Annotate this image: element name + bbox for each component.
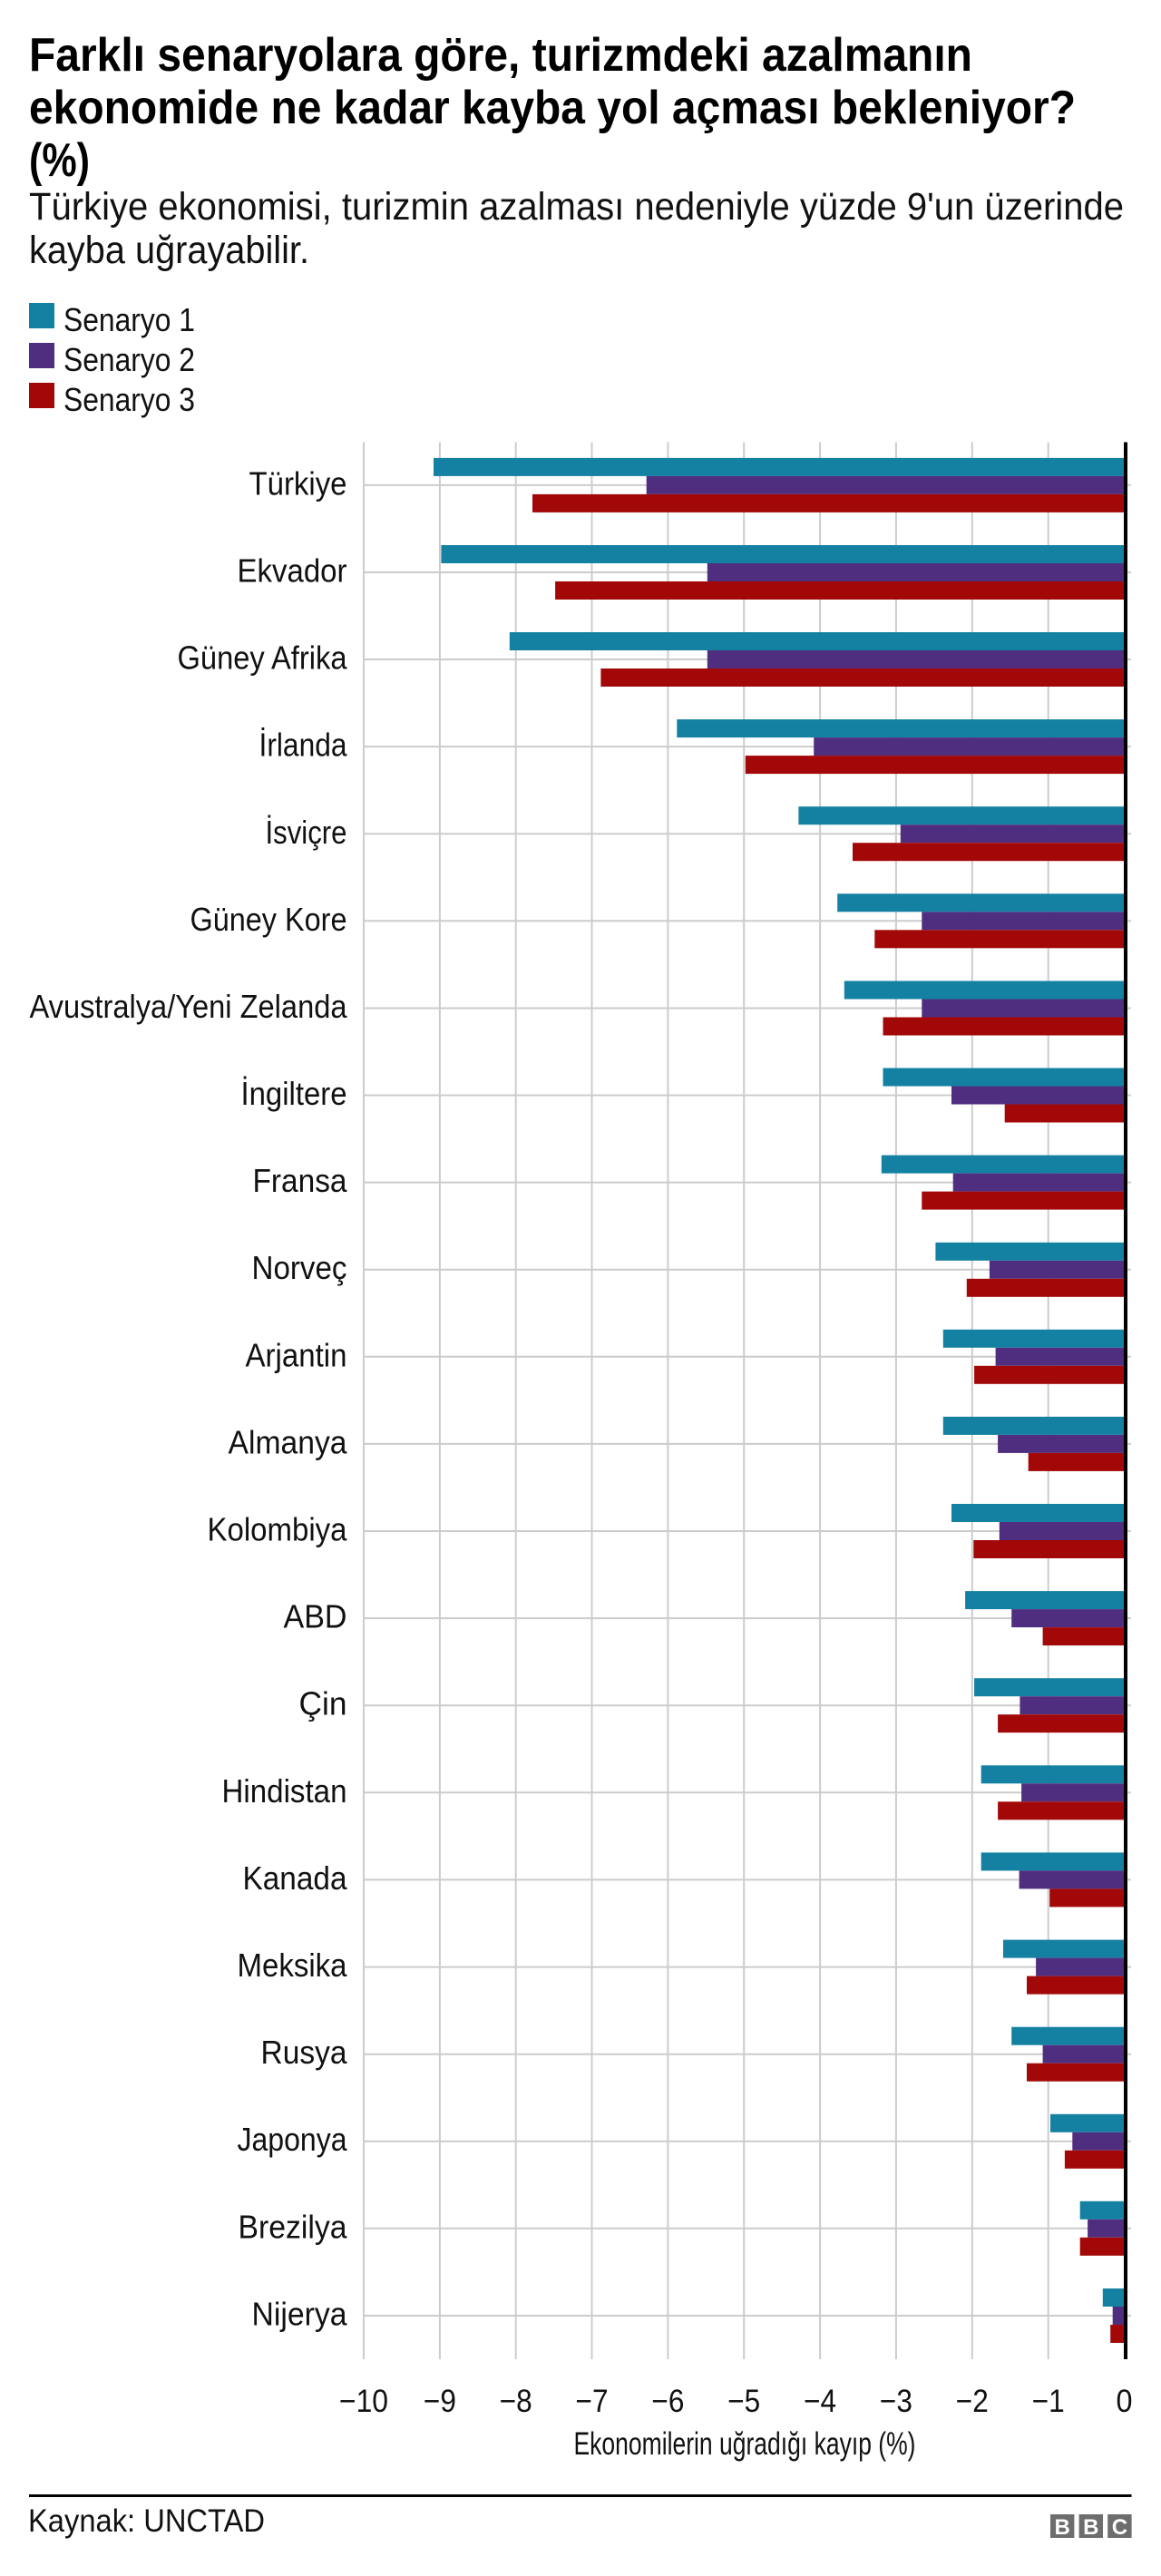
svg-text:Meksika: Meksika — [238, 1947, 348, 1984]
svg-text:Farklı senaryolara göre, turiz: Farklı senaryolara göre, turizmdeki azal… — [29, 29, 972, 82]
svg-text:C: C — [1112, 2515, 1127, 2540]
svg-text:−6: −6 — [651, 2384, 684, 2419]
svg-text:−1: −1 — [1032, 2384, 1065, 2419]
svg-text:Türkiye: Türkiye — [249, 464, 347, 502]
svg-text:Nijerya: Nijerya — [252, 2296, 348, 2333]
svg-text:Japonya: Japonya — [238, 2121, 348, 2158]
svg-text:Türkiye ekonomisi, turizmin az: Türkiye ekonomisi, turizmin azalması ned… — [29, 185, 1124, 229]
svg-text:İrlanda: İrlanda — [259, 727, 348, 764]
svg-text:−3: −3 — [880, 2384, 912, 2419]
svg-text:kayba uğrayabilir.: kayba uğrayabilir. — [29, 229, 309, 272]
svg-text:Norveç: Norveç — [252, 1249, 347, 1286]
svg-text:Hindistan: Hindistan — [222, 1772, 347, 1810]
svg-text:−8: −8 — [500, 2384, 532, 2419]
svg-text:Senaryo 3: Senaryo 3 — [63, 381, 195, 418]
svg-text:B: B — [1083, 2515, 1098, 2540]
svg-text:Ekonomilerin uğradığı kayıp (%: Ekonomilerin uğradığı kayıp (%) — [574, 2426, 916, 2462]
svg-text:−7: −7 — [576, 2384, 609, 2419]
svg-text:Senaryo 1: Senaryo 1 — [63, 301, 195, 338]
svg-text:Çin: Çin — [299, 1685, 347, 1722]
svg-text:Güney Kore: Güney Kore — [190, 901, 347, 938]
svg-text:Kanada: Kanada — [243, 1859, 348, 1897]
svg-text:−2: −2 — [956, 2384, 989, 2419]
svg-text:−9: −9 — [424, 2384, 456, 2419]
svg-text:Avustralya/Yeni Zelanda: Avustralya/Yeni Zelanda — [30, 988, 348, 1025]
svg-text:Kaynak: UNCTAD: Kaynak: UNCTAD — [28, 2503, 265, 2539]
svg-text:Güney Afrika: Güney Afrika — [178, 639, 348, 677]
svg-text:B: B — [1055, 2515, 1070, 2540]
svg-text:ABD: ABD — [284, 1598, 347, 1635]
svg-text:İngiltere: İngiltere — [241, 1075, 347, 1112]
svg-text:(%): (%) — [29, 134, 90, 187]
svg-text:−4: −4 — [804, 2384, 836, 2419]
svg-text:ekonomide ne kadar kayba yol a: ekonomide ne kadar kayba yol açması bekl… — [29, 82, 1076, 134]
svg-text:Almanya: Almanya — [229, 1423, 348, 1460]
svg-text:−10: −10 — [339, 2384, 388, 2419]
svg-text:Rusya: Rusya — [261, 2034, 348, 2071]
svg-text:Arjantin: Arjantin — [246, 1336, 347, 1373]
svg-text:Ekvador: Ekvador — [238, 552, 347, 590]
svg-text:Senaryo 2: Senaryo 2 — [63, 341, 195, 378]
svg-text:−5: −5 — [727, 2384, 760, 2419]
svg-text:0: 0 — [1117, 2384, 1133, 2419]
svg-text:Kolombiya: Kolombiya — [208, 1511, 348, 1548]
svg-text:İsviçre: İsviçre — [266, 814, 347, 851]
svg-text:Brezilya: Brezilya — [239, 2208, 348, 2245]
svg-text:Fransa: Fransa — [253, 1162, 348, 1199]
